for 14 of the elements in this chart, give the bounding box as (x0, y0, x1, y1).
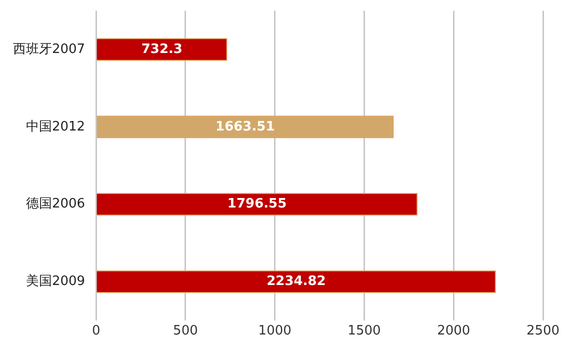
x-tick-label: 0 (92, 324, 100, 339)
x-tick-label: 2500 (526, 324, 560, 339)
y-tick-label: 美国2009 (26, 273, 86, 290)
y-tick-label: 中国2012 (26, 119, 86, 134)
y-tick-label: 西班牙2007 (12, 42, 86, 57)
y-tick-label: 德国2006 (26, 196, 86, 212)
x-tick-label: 1000 (258, 324, 292, 339)
data-label: 1663.51 (216, 119, 275, 134)
x-tick-label: 500 (173, 324, 198, 339)
data-label: 732.3 (141, 42, 182, 57)
data-label: 1796.55 (227, 196, 287, 212)
x-tick-label: 1500 (348, 324, 381, 339)
data-label: 2234.82 (266, 274, 326, 290)
x-tick-label: 2000 (437, 324, 470, 339)
